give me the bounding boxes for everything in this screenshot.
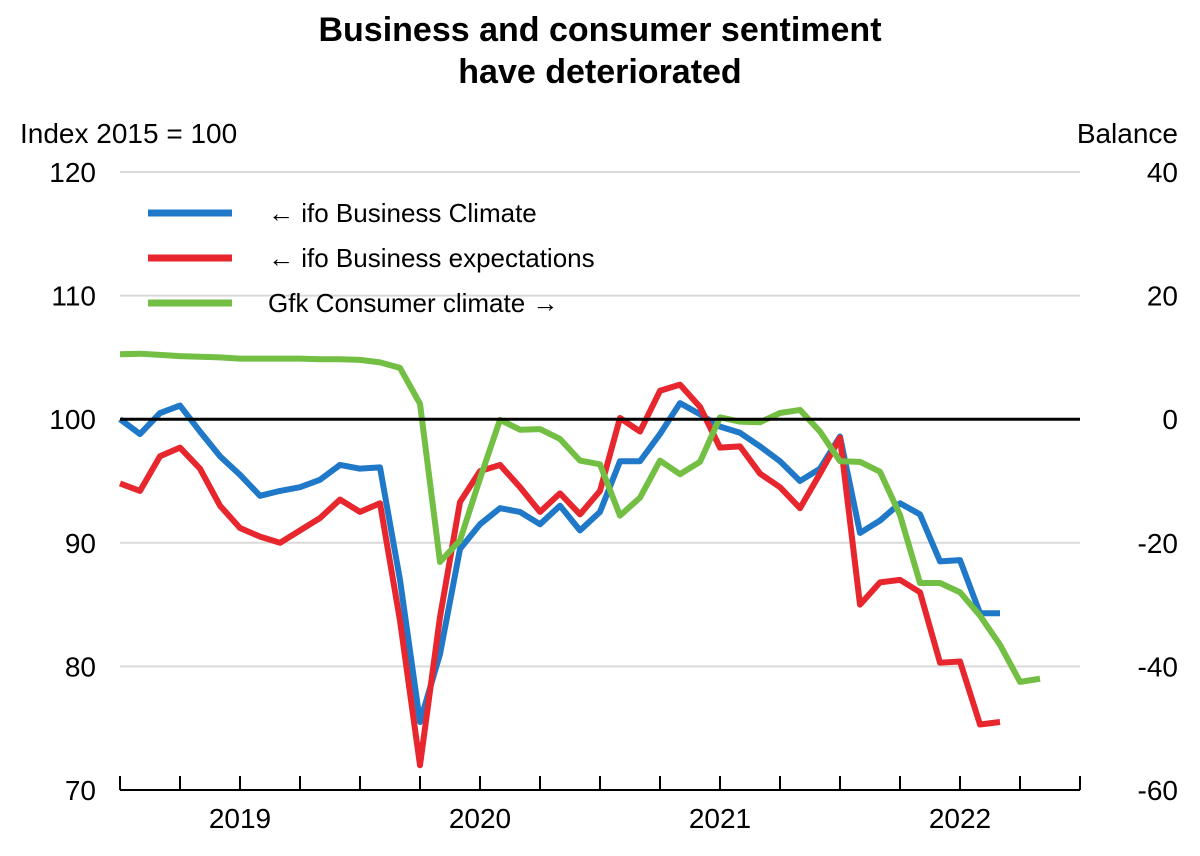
y-left-tick-label: 100 — [49, 404, 96, 435]
y-left-tick-label: 80 — [65, 651, 96, 682]
y-right-tick-label: 20 — [1147, 281, 1178, 312]
x-tick-label: 2019 — [209, 803, 271, 834]
legend-label: Gfk Consumer climate → — [268, 288, 558, 318]
y-right-tick-label: -60 — [1138, 775, 1178, 806]
y-right-tick-label: 0 — [1162, 404, 1178, 435]
y-right-tick-label: -40 — [1138, 651, 1178, 682]
chart-title-line-2: have deteriorated — [458, 53, 742, 91]
y-axis-left-label: Index 2015 = 100 — [20, 118, 238, 149]
y-right-tick-label: -20 — [1138, 528, 1178, 559]
legend-label: ← ifo Business Climate — [268, 198, 537, 228]
y-axis-right-label: Balance — [1076, 118, 1178, 149]
x-tick-label: 2020 — [449, 803, 511, 834]
x-tick-label: 2022 — [929, 803, 991, 834]
y-left-tick-label: 90 — [65, 528, 96, 559]
x-tick-label: 2021 — [689, 803, 751, 834]
y-left-tick-label: 70 — [65, 775, 96, 806]
y-left-tick-label: 120 — [49, 157, 96, 188]
y-right-tick-label: 40 — [1147, 157, 1178, 188]
series-line-1 — [118, 400, 1000, 726]
chart-title-line-1: Business and consumer sentiment — [318, 11, 882, 49]
series-line-3 — [119, 350, 1041, 685]
legend-label: ← ifo Business expectations — [268, 243, 595, 273]
y-left-tick-label: 110 — [51, 281, 96, 312]
series-line-2 — [118, 381, 1001, 769]
